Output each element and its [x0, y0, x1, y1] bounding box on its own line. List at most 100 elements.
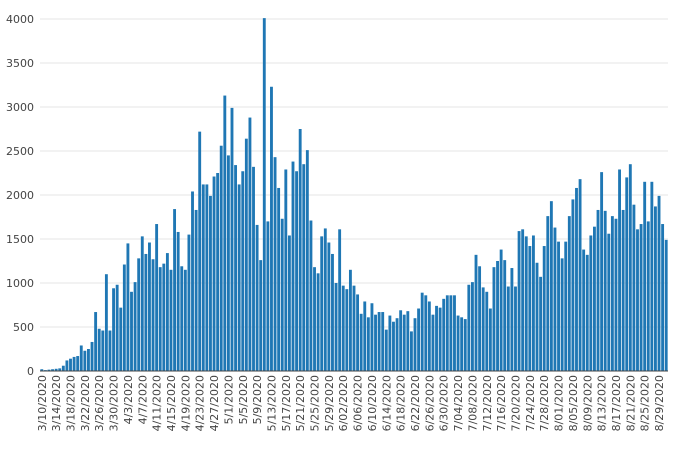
bar[interactable]	[657, 195, 661, 371]
bar[interactable]	[187, 234, 191, 371]
bar[interactable]	[449, 295, 453, 371]
bar[interactable]	[241, 171, 245, 371]
bar[interactable]	[230, 107, 234, 371]
bar[interactable]	[201, 184, 205, 371]
bar[interactable]	[492, 267, 496, 371]
bar[interactable]	[524, 236, 528, 371]
bar[interactable]	[488, 308, 492, 371]
bar[interactable]	[112, 288, 115, 371]
bar[interactable]	[248, 117, 252, 371]
bar[interactable]	[126, 243, 130, 371]
bar[interactable]	[130, 291, 133, 371]
bar[interactable]	[262, 18, 266, 372]
bar[interactable]	[517, 231, 521, 371]
bar[interactable]	[183, 269, 187, 371]
bar[interactable]	[212, 176, 216, 371]
bar[interactable]	[331, 253, 334, 371]
bar[interactable]	[406, 311, 410, 371]
bar[interactable]	[356, 294, 360, 371]
bar[interactable]	[646, 221, 650, 371]
bar[interactable]	[162, 263, 166, 371]
bar[interactable]	[51, 369, 54, 371]
bar[interactable]	[359, 313, 363, 371]
bar[interactable]	[148, 242, 151, 371]
bar[interactable]	[567, 216, 571, 371]
bar[interactable]	[539, 276, 543, 371]
bar[interactable]	[593, 226, 596, 371]
bar[interactable]	[47, 369, 51, 371]
bar[interactable]	[137, 258, 141, 371]
bar[interactable]	[133, 282, 137, 371]
bar[interactable]	[223, 95, 227, 371]
bar[interactable]	[417, 308, 421, 371]
bar[interactable]	[341, 285, 345, 371]
bar[interactable]	[424, 295, 428, 371]
bar[interactable]	[467, 284, 471, 371]
bar[interactable]	[58, 368, 62, 371]
bar[interactable]	[305, 150, 309, 371]
bar[interactable]	[420, 292, 424, 371]
bar[interactable]	[542, 246, 546, 371]
bar[interactable]	[625, 177, 629, 371]
bar[interactable]	[334, 283, 338, 371]
bar[interactable]	[575, 187, 578, 371]
bar[interactable]	[460, 317, 464, 371]
bar[interactable]	[108, 330, 112, 371]
bar[interactable]	[582, 249, 586, 371]
bar[interactable]	[101, 330, 105, 371]
bar[interactable]	[661, 224, 665, 371]
bar[interactable]	[463, 319, 467, 371]
bar[interactable]	[413, 318, 417, 371]
bar[interactable]	[395, 318, 399, 371]
bar[interactable]	[427, 301, 431, 371]
bar[interactable]	[115, 284, 119, 371]
bar[interactable]	[431, 314, 435, 371]
bar[interactable]	[155, 224, 159, 371]
bar[interactable]	[140, 236, 144, 371]
bar[interactable]	[546, 216, 550, 371]
bar[interactable]	[226, 155, 230, 371]
bar[interactable]	[564, 241, 568, 371]
bar[interactable]	[481, 287, 485, 371]
bar[interactable]	[298, 129, 302, 371]
bar[interactable]	[632, 204, 636, 371]
bar[interactable]	[54, 368, 58, 371]
bar[interactable]	[165, 253, 169, 371]
bar[interactable]	[83, 350, 87, 371]
bar[interactable]	[295, 171, 299, 371]
bar[interactable]	[158, 267, 162, 371]
bar[interactable]	[610, 216, 614, 371]
bar[interactable]	[614, 218, 618, 371]
bar[interactable]	[61, 365, 65, 371]
bar[interactable]	[180, 266, 184, 371]
bar[interactable]	[510, 268, 514, 371]
bar[interactable]	[173, 209, 177, 371]
bar[interactable]	[435, 305, 438, 371]
bar[interactable]	[531, 235, 535, 371]
bar[interactable]	[284, 169, 288, 371]
bar[interactable]	[302, 164, 306, 371]
bar[interactable]	[76, 356, 80, 371]
bar[interactable]	[438, 307, 442, 371]
bar[interactable]	[456, 315, 460, 371]
bar[interactable]	[392, 321, 395, 371]
bar[interactable]	[348, 269, 352, 371]
bar[interactable]	[352, 285, 356, 371]
bar[interactable]	[664, 239, 668, 371]
bar[interactable]	[571, 199, 575, 371]
bar[interactable]	[381, 312, 385, 371]
bar[interactable]	[338, 229, 342, 371]
bar[interactable]	[549, 201, 553, 371]
bar[interactable]	[176, 231, 180, 371]
bar[interactable]	[478, 266, 482, 371]
bar[interactable]	[628, 164, 632, 371]
bar[interactable]	[528, 246, 532, 371]
bar[interactable]	[40, 369, 44, 371]
bar[interactable]	[309, 220, 313, 371]
bar[interactable]	[277, 187, 281, 371]
bar[interactable]	[266, 221, 270, 371]
bar[interactable]	[514, 286, 517, 371]
bar[interactable]	[474, 254, 478, 371]
bar[interactable]	[384, 329, 388, 371]
bar[interactable]	[280, 218, 284, 371]
